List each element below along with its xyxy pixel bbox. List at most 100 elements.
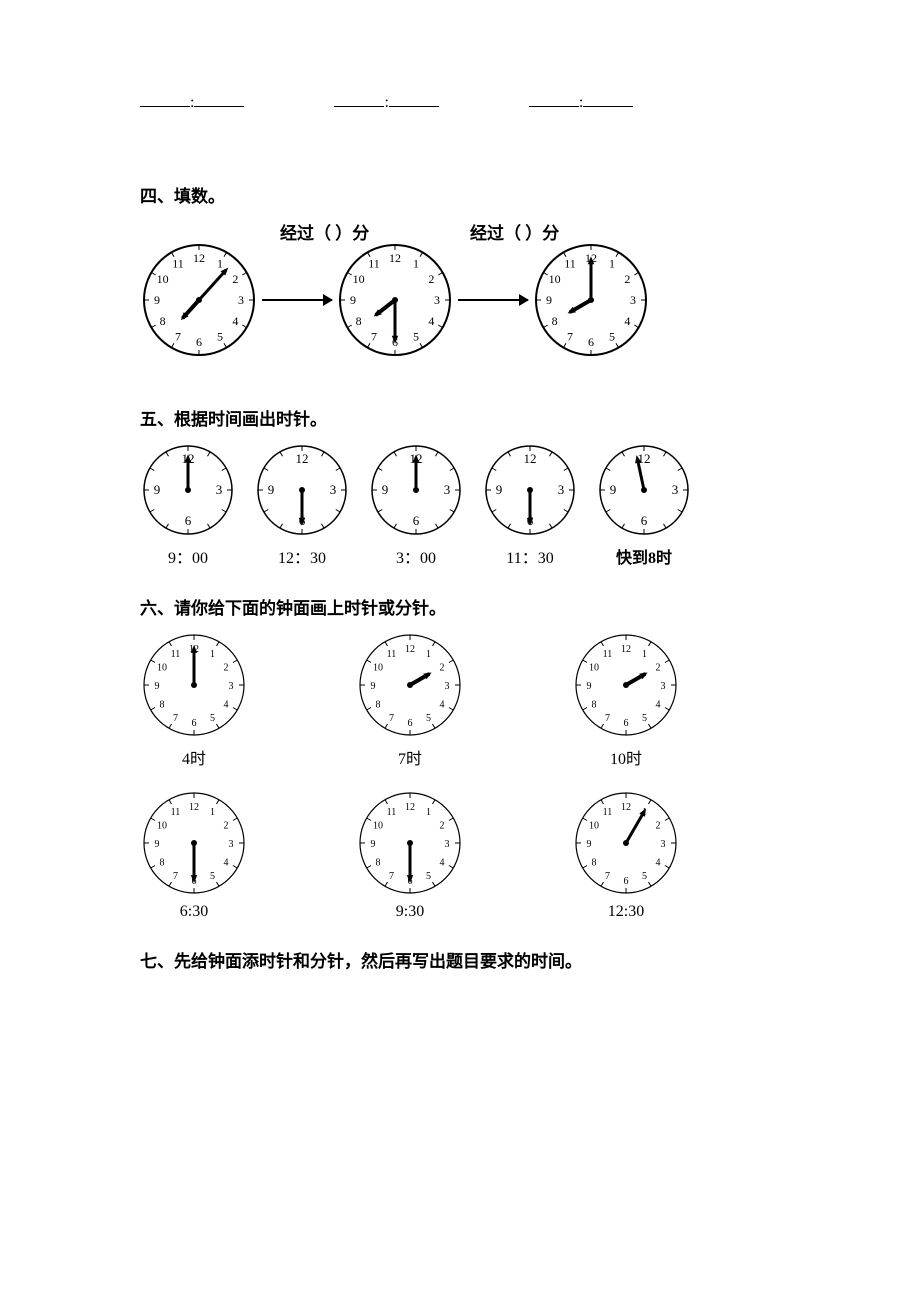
- svg-text:12: 12: [405, 802, 415, 813]
- svg-text:5: 5: [217, 329, 223, 343]
- sec6-clock-1-0: 123456789101112: [140, 789, 248, 897]
- svg-text:10: 10: [373, 663, 383, 674]
- svg-text:9: 9: [610, 482, 617, 497]
- svg-text:8: 8: [159, 858, 164, 869]
- sec6-col-0-2: 123456789101112 10时: [572, 631, 680, 769]
- svg-text:11: 11: [387, 807, 397, 818]
- svg-text:7: 7: [173, 713, 178, 724]
- svg-text:9: 9: [587, 839, 592, 850]
- svg-text:1: 1: [426, 649, 431, 660]
- svg-text:3: 3: [630, 293, 636, 307]
- sec5-col-3: 12369 11：30: [482, 442, 578, 568]
- sec6-caption-1-2: 12:30: [608, 903, 644, 921]
- svg-text:9: 9: [154, 482, 161, 497]
- svg-text:6: 6: [641, 513, 648, 528]
- sec5-clock-1: 12369: [254, 442, 350, 538]
- svg-text:3: 3: [661, 839, 666, 850]
- sec5-caption-2: 3：00: [396, 544, 436, 568]
- svg-text:10: 10: [353, 272, 365, 286]
- page: : : : 四、填数。 经过（ ）分 经过（ ）分 12345678910111…: [0, 0, 920, 1184]
- svg-text:8: 8: [160, 314, 166, 328]
- svg-text:3: 3: [445, 681, 450, 692]
- svg-text:6: 6: [624, 876, 629, 887]
- sec6-clock-1-2: 123456789101112: [572, 789, 680, 897]
- svg-text:6: 6: [185, 513, 192, 528]
- svg-text:3: 3: [216, 482, 223, 497]
- time-blank-3: :: [529, 90, 633, 112]
- sec6-col-1-0: 123456789101112 6:30: [140, 789, 248, 921]
- sec6-clock-0-1: 123456789101112: [356, 631, 464, 739]
- svg-text:9: 9: [371, 839, 376, 850]
- svg-text:8: 8: [552, 314, 558, 328]
- svg-text:3: 3: [330, 482, 337, 497]
- svg-text:11: 11: [172, 257, 184, 271]
- svg-text:8: 8: [356, 314, 362, 328]
- sec5-clock-0: 12369: [140, 442, 236, 538]
- sec5-caption-0: 9：00: [168, 544, 208, 568]
- blank-underline: [529, 90, 579, 107]
- svg-text:5: 5: [210, 713, 215, 724]
- svg-text:3: 3: [229, 681, 234, 692]
- svg-text:8: 8: [159, 700, 164, 711]
- svg-text:9: 9: [268, 482, 275, 497]
- section-5-heading: 五、根据时间画出时针。: [140, 405, 780, 430]
- svg-text:12: 12: [189, 802, 199, 813]
- svg-text:1: 1: [217, 257, 223, 271]
- blank-underline: [389, 90, 439, 107]
- section-5-row: 12369 9：00 12369 12：30 12369 3：00 12369 …: [140, 442, 780, 568]
- svg-text:9: 9: [155, 681, 160, 692]
- svg-text:4: 4: [224, 700, 229, 711]
- svg-text:12: 12: [296, 451, 309, 466]
- sec4-clock-2: 123456789101112: [336, 241, 454, 359]
- svg-text:3: 3: [445, 839, 450, 850]
- svg-text:1: 1: [609, 257, 615, 271]
- svg-text:8: 8: [591, 700, 596, 711]
- svg-text:3: 3: [672, 482, 679, 497]
- svg-text:3: 3: [661, 681, 666, 692]
- section-7-heading: 七、先给钟面添时针和分针，然后再写出题目要求的时间。: [140, 947, 780, 972]
- svg-text:6: 6: [413, 513, 420, 528]
- svg-text:9: 9: [496, 482, 503, 497]
- svg-text:2: 2: [624, 272, 630, 286]
- svg-text:6: 6: [196, 335, 202, 349]
- svg-text:7: 7: [371, 329, 377, 343]
- svg-text:11: 11: [171, 649, 181, 660]
- sec5-col-4: 12369 快到8时: [596, 442, 692, 568]
- arrow-icon: [458, 299, 528, 301]
- sec5-col-0: 12369 9：00: [140, 442, 236, 568]
- blank-underline: [140, 90, 190, 107]
- svg-text:7: 7: [605, 713, 610, 724]
- sec6-row-0: 123456789101112 4时 123456789101112 7时 12…: [140, 631, 680, 769]
- svg-text:10: 10: [157, 663, 167, 674]
- sec4-clock-3: 123456789101112: [532, 241, 650, 359]
- sec6-caption-1-0: 6:30: [180, 903, 208, 921]
- svg-text:11: 11: [603, 807, 613, 818]
- sec5-clock-2: 12369: [368, 442, 464, 538]
- sec6-col-1-1: 123456789101112 9:30: [356, 789, 464, 921]
- svg-text:10: 10: [589, 821, 599, 832]
- svg-text:6: 6: [588, 335, 594, 349]
- blank-underline: [583, 90, 633, 107]
- svg-text:12: 12: [524, 451, 537, 466]
- svg-text:10: 10: [589, 663, 599, 674]
- svg-text:9: 9: [155, 839, 160, 850]
- svg-text:4: 4: [656, 858, 661, 869]
- sec5-col-1: 12369 12：30: [254, 442, 350, 568]
- sec6-caption-1-1: 9:30: [396, 903, 424, 921]
- svg-text:4: 4: [656, 700, 661, 711]
- svg-text:7: 7: [389, 713, 394, 724]
- sec6-col-0-1: 123456789101112 7时: [356, 631, 464, 769]
- svg-text:10: 10: [373, 821, 383, 832]
- svg-text:5: 5: [426, 713, 431, 724]
- svg-text:7: 7: [173, 871, 178, 882]
- sec4-clock-1: 123456789101112: [140, 241, 258, 359]
- svg-text:5: 5: [609, 329, 615, 343]
- svg-text:2: 2: [656, 663, 661, 674]
- svg-text:6: 6: [408, 718, 413, 729]
- sec6-caption-0-2: 10时: [610, 745, 642, 769]
- sec5-caption-3: 11：30: [506, 544, 553, 568]
- time-blank-1: :: [140, 90, 244, 112]
- svg-text:8: 8: [375, 858, 380, 869]
- svg-text:1: 1: [210, 649, 215, 660]
- arrow-icon: [262, 299, 332, 301]
